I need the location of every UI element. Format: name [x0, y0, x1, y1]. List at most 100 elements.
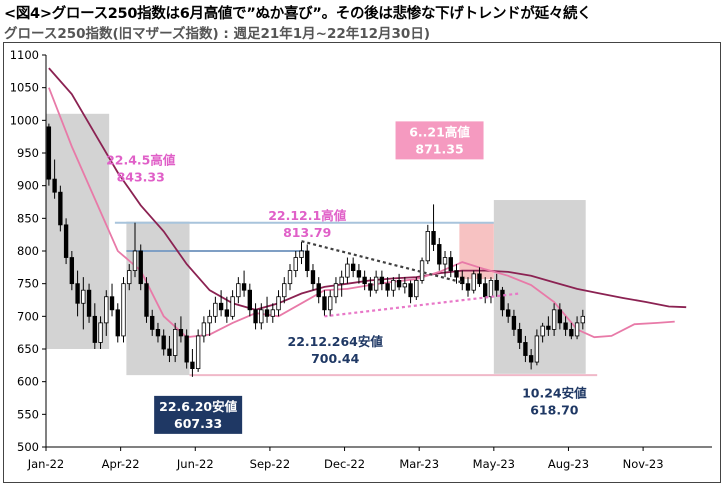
candle-33	[236, 277, 241, 304]
candle-body-26	[195, 335, 201, 369]
candle-body-21	[167, 348, 172, 356]
candle-14	[127, 264, 132, 291]
y-tick-label-1050: 1050	[10, 81, 39, 95]
y-tick-label-550: 550	[17, 407, 39, 421]
candle-body-12	[115, 309, 120, 337]
candle-39	[270, 303, 275, 323]
candle-body-85	[534, 335, 540, 363]
candle-body-78	[494, 279, 499, 291]
x-tick-label-6: May-23	[473, 457, 515, 471]
candle-body-90	[563, 322, 568, 330]
candle-92	[574, 316, 580, 340]
candle-2	[58, 185, 63, 232]
candle-body-73	[465, 283, 471, 291]
candle-body-11	[109, 296, 115, 311]
candle-75	[477, 267, 482, 287]
candle-28	[207, 309, 212, 336]
annotation-1: 22.6.20安値 607.33	[154, 395, 243, 434]
candle-85	[534, 329, 540, 366]
candle-42	[287, 264, 293, 291]
candle-11	[109, 283, 115, 317]
annotation-label-4: 6..21高値	[409, 124, 470, 139]
candle-body-18	[150, 315, 155, 330]
x-tick-label-2: Jun-22	[176, 457, 214, 471]
candle-body-87	[546, 325, 551, 330]
candle-86	[540, 322, 545, 343]
candle-45	[305, 244, 310, 278]
y-tick-label-750: 750	[17, 277, 39, 291]
candle-body-6	[81, 289, 86, 304]
candle-27	[201, 316, 207, 343]
candle-body-8	[92, 315, 97, 343]
candle-71	[454, 264, 459, 284]
x-tick-label-1: Apr-22	[102, 457, 140, 471]
y-tick-label-900: 900	[17, 179, 39, 193]
candle-37	[259, 303, 264, 330]
candle-body-39	[270, 309, 275, 317]
annotation-value-3: 700.44	[311, 351, 360, 366]
candle-body-66	[425, 230, 430, 262]
candle-body-56	[368, 283, 373, 291]
candle-49	[328, 290, 333, 317]
candle-65	[419, 257, 425, 284]
candle-body-50	[333, 283, 339, 298]
candle-18	[150, 309, 155, 336]
candle-body-80	[506, 309, 511, 317]
candle-body-89	[557, 309, 563, 324]
candle-57	[373, 270, 379, 294]
candle-body-53	[350, 263, 356, 271]
candle-body-19	[155, 328, 161, 337]
candle-76	[483, 277, 488, 304]
annotation-label-3: 22.12.264安値	[288, 334, 384, 349]
candle-body-84	[528, 355, 534, 363]
candle-body-29	[213, 302, 218, 317]
candle-body-32	[230, 296, 235, 317]
candle-89	[557, 303, 563, 330]
candle-body-86	[540, 325, 545, 337]
candle-54	[356, 264, 362, 284]
candle-56	[368, 277, 373, 297]
y-tick-label-950: 950	[17, 146, 39, 160]
candle-body-81	[511, 315, 517, 330]
candle-69	[442, 251, 448, 278]
candle-21	[167, 335, 172, 363]
candle-6	[81, 277, 86, 330]
candle-81	[511, 309, 517, 336]
candle-body-17	[144, 283, 149, 317]
candle-body-3	[63, 224, 69, 258]
candle-83	[523, 335, 528, 363]
candle-0	[46, 123, 52, 186]
candle-19	[155, 322, 161, 343]
shade-region-1	[126, 221, 190, 376]
candle-59	[385, 277, 390, 297]
candle-body-64	[414, 279, 419, 298]
candle-body-1	[52, 178, 57, 193]
candle-body-43	[293, 257, 298, 272]
candle-10	[104, 290, 109, 336]
candle-body-38	[264, 309, 270, 317]
candle-78	[494, 273, 499, 297]
candle-body-51	[339, 276, 344, 285]
candle-body-59	[385, 283, 390, 291]
candle-62	[402, 277, 408, 294]
x-tick-label-0: Jan-22	[27, 457, 65, 471]
candle-90	[563, 316, 568, 336]
candle-66	[425, 224, 430, 265]
candle-body-2	[58, 191, 63, 226]
candle-46	[310, 264, 316, 291]
y-tick-label-850: 850	[17, 211, 39, 225]
x-tick-label-5: Mar-23	[399, 457, 439, 471]
candle-5	[75, 270, 80, 317]
annotation-3: 22.12.264安値 700.44	[288, 334, 384, 366]
candle-26	[195, 329, 201, 372]
candle-body-77	[488, 279, 494, 298]
y-tick-label-800: 800	[17, 244, 39, 258]
candle-32	[230, 290, 235, 320]
candle-64	[414, 277, 419, 300]
candle-body-63	[408, 283, 413, 298]
candle-body-60	[391, 279, 396, 291]
annotation-label-1: 22.6.20安値	[159, 399, 237, 414]
candle-7	[86, 283, 92, 323]
candle-77	[488, 277, 494, 304]
candle-body-44	[299, 250, 304, 258]
